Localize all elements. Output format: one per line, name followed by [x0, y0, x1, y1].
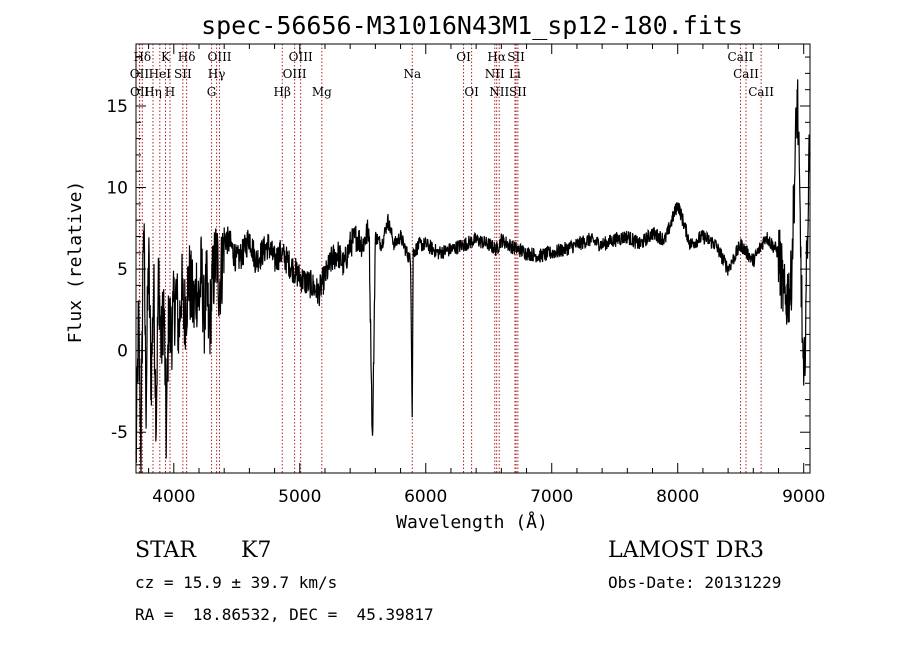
line-label-5: OI — [456, 50, 471, 64]
y-tick-label: 15 — [106, 97, 128, 117]
x-tick-label: 8000 — [656, 487, 699, 507]
survey-name: LAMOST DR3 — [608, 538, 764, 563]
line-label-8: CaII — [728, 50, 754, 64]
ra-dec: RA = 18.86532, DEC = 45.39817 — [135, 605, 434, 624]
line-label-3: OIII — [207, 50, 231, 64]
x-tick-label: 4000 — [152, 487, 195, 507]
line-label-10: HeI — [149, 67, 172, 81]
y-tick-label: 10 — [106, 179, 128, 199]
star-subclass: K7 — [241, 538, 272, 563]
line-label-21: G — [207, 85, 217, 99]
line-label-1: K — [161, 50, 171, 64]
spectrum-series — [135, 79, 811, 474]
line-label-0: Hδ — [133, 50, 151, 64]
y-tick-label: 0 — [117, 342, 128, 362]
obs-date: Obs-Date: 20131229 — [608, 573, 782, 592]
cz-value: cz = 15.9 ± 39.7 km/s — [135, 573, 338, 592]
x-tick-label: 9000 — [782, 487, 825, 507]
x-tick-label: 5000 — [278, 487, 321, 507]
line-label-13: OIII — [283, 67, 307, 81]
line-label-22: Hβ — [274, 85, 291, 99]
x-axis-label: Wavelength (Å) — [396, 511, 548, 533]
line-label-25: NII — [489, 85, 509, 99]
line-label-14: Na — [403, 67, 421, 81]
line-label-11: SII — [174, 67, 192, 81]
x-tick-label: 6000 — [404, 487, 447, 507]
y-tick-label: 5 — [117, 260, 128, 280]
line-label-18: OII — [130, 85, 150, 99]
y-axis-ticks: -5 0 5 10 15 — [106, 56, 810, 466]
x-tick-label: 7000 — [530, 487, 573, 507]
line-label-7: SII — [507, 50, 525, 64]
line-label-20: H — [165, 85, 175, 99]
y-axis-label: Flux (relative) — [65, 181, 86, 344]
line-label-6: Hα — [487, 50, 506, 64]
spectral-line-markers — [138, 44, 762, 473]
line-label-24: OI — [464, 85, 479, 99]
line-label-2: Hδ — [178, 50, 196, 64]
line-label-19: Hη — [144, 85, 162, 99]
line-label-15: NII — [485, 67, 505, 81]
chart-title: spec-56656-M31016N43M1_sp12-180.fits — [201, 11, 743, 40]
line-label-4: OIII — [289, 50, 313, 64]
plot-frame — [135, 43, 811, 474]
line-label-12: Hγ — [208, 67, 226, 81]
line-label-23: Mg — [312, 85, 332, 99]
x-axis-ticks: 4000 5000 6000 7000 8000 9000 — [148, 44, 825, 507]
star-class: STAR — [135, 538, 196, 563]
line-label-9: OII — [130, 67, 150, 81]
y-tick-label: -5 — [111, 423, 128, 443]
line-label-17: CaII — [733, 67, 759, 81]
line-label-16: Li — [509, 67, 521, 81]
line-label-26: SII — [509, 85, 527, 99]
line-label-27: CaII — [748, 85, 774, 99]
